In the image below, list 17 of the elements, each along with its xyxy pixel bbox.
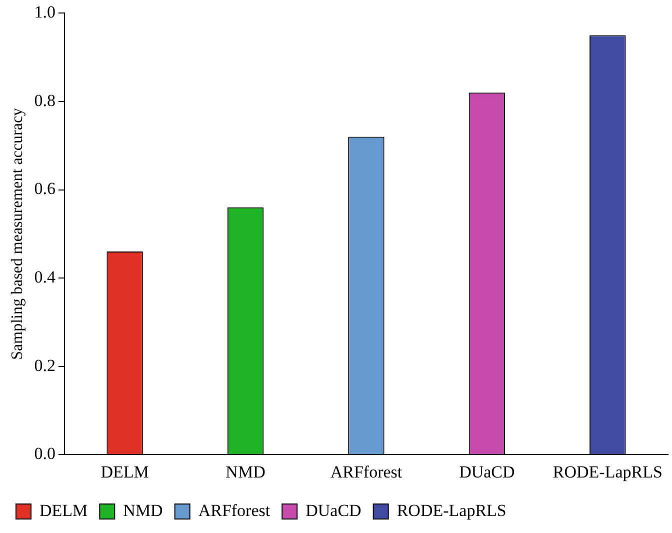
x-tick-label: NMD <box>226 462 266 482</box>
legend-label: DELM <box>40 500 88 520</box>
y-tick-label: 0.6 <box>34 179 56 198</box>
x-tick-label: DELM <box>100 462 149 482</box>
legend-label: ARFforest <box>198 500 270 520</box>
y-tick-label: 1.0 <box>34 2 56 22</box>
x-tick-label: ARFforest <box>330 462 402 482</box>
y-tick-label: 0.0 <box>34 444 56 464</box>
y-tick-label: 0.4 <box>34 268 56 287</box>
y-axis-title: Sampling based measurement accuracy <box>8 108 26 360</box>
legend-label: DUaCD <box>306 500 362 520</box>
x-tick-label: RODE-LapRLS <box>552 462 662 482</box>
y-tick-label: 0.8 <box>34 90 56 110</box>
legend-label: NMD <box>123 500 163 520</box>
legend-label: RODE-LapRLS <box>396 500 506 520</box>
x-tick-label: DUaCD <box>459 462 515 482</box>
y-tick-label: 0.2 <box>34 356 56 375</box>
